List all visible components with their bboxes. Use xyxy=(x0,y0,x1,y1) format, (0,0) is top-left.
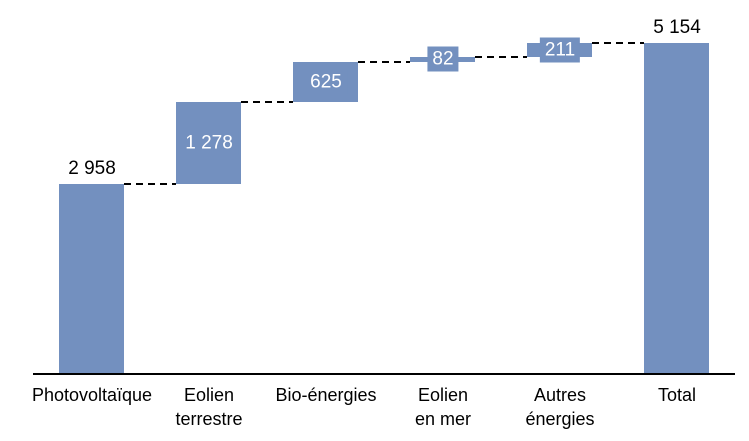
value-label: 82 xyxy=(427,46,459,72)
category-label-bio-energies: Bio-énergies xyxy=(275,383,376,407)
bar-photovoltaique xyxy=(59,184,124,373)
value-label: 2 958 xyxy=(68,158,116,179)
category-label-total: Total xyxy=(658,383,696,407)
value-label: 211 xyxy=(539,37,581,63)
value-label: 1 278 xyxy=(180,130,238,156)
value-label: 5 154 xyxy=(653,17,701,38)
category-label-line: Total xyxy=(657,385,697,405)
connector-line xyxy=(475,56,527,58)
category-label-photovoltaique: Photovoltaïque xyxy=(32,383,152,407)
x-axis-line xyxy=(33,373,735,375)
category-label-line: Bio-énergies xyxy=(275,385,377,405)
category-label-line: Eolien xyxy=(183,385,235,405)
category-label-line: Autres xyxy=(533,385,587,405)
category-label-line: en mer xyxy=(414,409,472,429)
category-label-line: terrestre xyxy=(175,409,243,429)
category-label-line: énergies xyxy=(525,409,595,429)
category-label-line: Photovoltaïque xyxy=(31,385,153,405)
category-label-eolien-terrestre: Eolien terrestre xyxy=(175,383,242,431)
category-label-eolien-en-mer: Eolien en mer xyxy=(415,383,471,431)
connector-line xyxy=(358,61,410,63)
connector-line xyxy=(241,101,293,103)
value-label: 625 xyxy=(305,69,347,95)
category-label-line: Eolien xyxy=(417,385,469,405)
connector-line xyxy=(124,183,176,185)
connector-line xyxy=(592,42,644,44)
bar-total xyxy=(644,43,709,373)
category-label-autres-energies: Autres énergies xyxy=(525,383,594,431)
